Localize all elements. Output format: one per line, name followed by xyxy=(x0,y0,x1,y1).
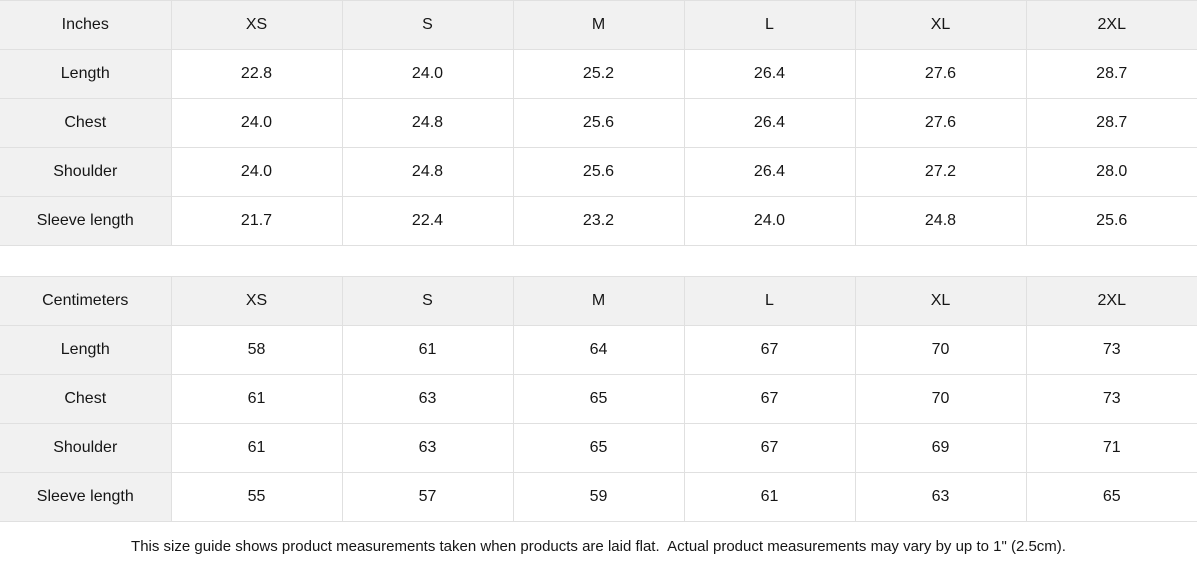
size-header-cell: S xyxy=(341,0,513,50)
measurement-value-cell: 24.0 xyxy=(170,98,342,148)
measurement-value-cell: 27.2 xyxy=(854,147,1026,197)
measurement-value-cell: 57 xyxy=(341,472,513,522)
size-header-cell: 2XL xyxy=(1025,0,1197,50)
measurement-value-cell: 64 xyxy=(512,325,684,375)
measurement-value-cell: 59 xyxy=(512,472,684,522)
table-row: Length 58 61 64 67 70 73 xyxy=(0,325,1197,375)
measurement-value-cell: 21.7 xyxy=(170,196,342,246)
measurement-value-cell: 27.6 xyxy=(854,98,1026,148)
size-header-cell: XS xyxy=(170,276,342,326)
size-header-cell: L xyxy=(683,276,855,326)
measurement-value-cell: 73 xyxy=(1025,325,1197,375)
measurement-value-cell: 67 xyxy=(683,374,855,424)
table-row: Chest 61 63 65 67 70 73 xyxy=(0,374,1197,424)
measurement-value-cell: 67 xyxy=(683,325,855,375)
centimeters-size-table: Centimeters XS S M L XL 2XL Length 58 61 64 67 70 73… xyxy=(0,276,1197,522)
header-row: Centimeters XS S M L XL 2XL xyxy=(0,276,1197,326)
size-header-cell: XL xyxy=(854,0,1026,50)
size-header-cell: XS xyxy=(170,0,342,50)
table-row: Chest 24.0 24.8 25.6 26.4 27.6 28.7 xyxy=(0,98,1197,148)
measurement-value-cell: 25.6 xyxy=(512,147,684,197)
measurement-label-cell: Shoulder xyxy=(0,147,171,197)
measurement-value-cell: 24.8 xyxy=(341,147,513,197)
measurement-value-cell: 61 xyxy=(683,472,855,522)
footnote-text: This size guide shows product measuremen… xyxy=(131,537,1066,555)
table-row: Shoulder 24.0 24.8 25.6 26.4 27.2 28.0 xyxy=(0,147,1197,197)
measurement-value-cell: 61 xyxy=(170,374,342,424)
measurement-value-cell: 22.8 xyxy=(170,49,342,99)
size-header-cell: S xyxy=(341,276,513,326)
measurement-value-cell: 71 xyxy=(1025,423,1197,473)
measurement-value-cell: 67 xyxy=(683,423,855,473)
inches-table-header: Inches XS S M L XL 2XL xyxy=(0,0,1197,50)
measurement-value-cell: 28.7 xyxy=(1025,98,1197,148)
measurement-value-cell: 24.8 xyxy=(854,196,1026,246)
measurement-value-cell: 24.0 xyxy=(341,49,513,99)
measurement-value-cell: 63 xyxy=(341,423,513,473)
measurement-value-cell: 22.4 xyxy=(341,196,513,246)
measurement-label-cell: Length xyxy=(0,325,171,375)
measurement-value-cell: 25.2 xyxy=(512,49,684,99)
table-row: Shoulder 61 63 65 67 69 71 xyxy=(0,423,1197,473)
measurement-value-cell: 58 xyxy=(170,325,342,375)
inches-size-table: Inches XS S M L XL 2XL Length 22.8 24.0 25.2 26.4 2… xyxy=(0,0,1197,246)
size-header-cell: XL xyxy=(854,276,1026,326)
measurement-value-cell: 63 xyxy=(854,472,1026,522)
measurement-value-cell: 28.7 xyxy=(1025,49,1197,99)
measurement-value-cell: 26.4 xyxy=(683,98,855,148)
measurement-value-cell: 65 xyxy=(512,423,684,473)
measurement-value-cell: 25.6 xyxy=(1025,196,1197,246)
measurement-value-cell: 55 xyxy=(170,472,342,522)
measurement-value-cell: 61 xyxy=(341,325,513,375)
measurement-value-cell: 24.8 xyxy=(341,98,513,148)
measurement-value-cell: 24.0 xyxy=(170,147,342,197)
unit-header-cell: Inches xyxy=(0,0,171,50)
measurement-value-cell: 70 xyxy=(854,374,1026,424)
measurement-value-cell: 26.4 xyxy=(683,147,855,197)
measurement-value-cell: 69 xyxy=(854,423,1026,473)
table-row: Length 22.8 24.0 25.2 26.4 27.6 28.7 xyxy=(0,49,1197,99)
measurement-label-cell: Length xyxy=(0,49,171,99)
measurement-label-cell: Sleeve length xyxy=(0,472,171,522)
measurement-value-cell: 28.0 xyxy=(1025,147,1197,197)
size-header-cell: L xyxy=(683,0,855,50)
size-header-cell: M xyxy=(512,276,684,326)
measurement-label-cell: Shoulder xyxy=(0,423,171,473)
measurement-value-cell: 65 xyxy=(1025,472,1197,522)
size-guide-footnote: This size guide shows product measuremen… xyxy=(0,522,1197,570)
measurement-value-cell: 23.2 xyxy=(512,196,684,246)
measurement-value-cell: 65 xyxy=(512,374,684,424)
table-row: Sleeve length 21.7 22.4 23.2 24.0 24.8 25.6 xyxy=(0,196,1197,246)
table-row: Sleeve length 55 57 59 61 63 65 xyxy=(0,472,1197,522)
table-separator xyxy=(0,246,1197,276)
measurement-value-cell: 61 xyxy=(170,423,342,473)
measurement-value-cell: 70 xyxy=(854,325,1026,375)
measurement-value-cell: 26.4 xyxy=(683,49,855,99)
measurement-label-cell: Sleeve length xyxy=(0,196,171,246)
measurement-label-cell: Chest xyxy=(0,98,171,148)
inches-table-body: Length 22.8 24.0 25.2 26.4 27.6 28.7 Chest 24.0 2… xyxy=(0,49,1197,246)
size-header-cell: M xyxy=(512,0,684,50)
centimeters-table-header: Centimeters XS S M L XL 2XL xyxy=(0,276,1197,326)
measurement-value-cell: 73 xyxy=(1025,374,1197,424)
header-row: Inches XS S M L XL 2XL xyxy=(0,0,1197,50)
measurement-label-cell: Chest xyxy=(0,374,171,424)
measurement-value-cell: 27.6 xyxy=(854,49,1026,99)
unit-header-cell: Centimeters xyxy=(0,276,171,326)
size-header-cell: 2XL xyxy=(1025,276,1197,326)
measurement-value-cell: 25.6 xyxy=(512,98,684,148)
measurement-value-cell: 63 xyxy=(341,374,513,424)
centimeters-table-body: Length 58 61 64 67 70 73 Chest 61 63 65 67 70 73 Shoul… xyxy=(0,325,1197,522)
measurement-value-cell: 24.0 xyxy=(683,196,855,246)
